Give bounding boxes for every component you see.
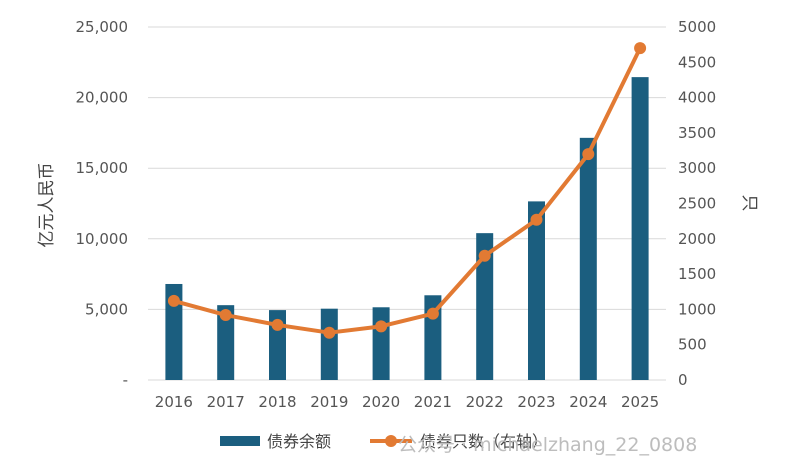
x-tick-label: 2016: [155, 393, 193, 411]
bar: [528, 201, 545, 380]
x-tick-label: 2020: [362, 393, 400, 411]
line-point: [271, 318, 284, 331]
x-tick-label: 2023: [517, 393, 555, 411]
left-tick-label: 25,000: [76, 18, 129, 36]
x-axis-ticks: 2016 2017 2018 2019 2020 2021 2022 2023 2024 2025: [155, 393, 659, 411]
watermark-text: 公众号 · michaelzhang_22_0808: [398, 434, 697, 456]
bar: [631, 77, 649, 380]
left-axis-ticks: - 5,000 10,000 15,000 20,000 25,000: [76, 18, 129, 389]
line-point: [530, 213, 543, 226]
left-tick-label: 20,000: [76, 89, 129, 107]
right-axis-ticks: 0 500 1000 1500 2000 2500 3000 3500 4000 4500 5000: [678, 18, 716, 389]
right-tick-label: 2500: [678, 195, 716, 213]
x-tick-label: 2021: [414, 393, 452, 411]
right-tick-label: 4000: [678, 89, 716, 107]
line-point: [167, 294, 180, 307]
bar: [217, 305, 235, 380]
legend: 债券余额 债券只数（右轴）: [220, 432, 548, 451]
legend-line-marker: [385, 435, 397, 447]
bar: [320, 308, 338, 380]
bar-series: [165, 77, 649, 380]
line-point: [582, 148, 595, 161]
x-tick-label: 2019: [310, 393, 348, 411]
left-tick-label: 10,000: [76, 230, 129, 248]
x-tick-label: 2024: [569, 393, 607, 411]
line-point: [478, 249, 491, 262]
left-tick-label: 5,000: [85, 300, 128, 318]
right-tick-label: 3500: [678, 124, 716, 142]
x-tick-label: 2018: [258, 393, 296, 411]
right-tick-label: 5000: [678, 18, 716, 36]
line-point: [375, 320, 388, 333]
right-tick-label: 2000: [678, 230, 716, 248]
legend-bar-swatch: [220, 436, 260, 446]
x-tick-label: 2022: [466, 393, 504, 411]
x-tick-label: 2017: [207, 393, 245, 411]
right-tick-label: 4500: [678, 53, 716, 71]
left-tick-label: 15,000: [76, 159, 129, 177]
line-point: [219, 309, 232, 322]
bar: [165, 283, 183, 380]
left-axis-title: 亿元人民币: [37, 163, 57, 248]
legend-line-label: 债券只数（右轴）: [420, 432, 548, 451]
right-tick-label: 0: [678, 371, 688, 389]
gridlines: [148, 26, 666, 381]
right-tick-label: 1000: [678, 300, 716, 318]
line-point: [426, 307, 439, 320]
left-tick-label: -: [123, 371, 128, 389]
line-point: [323, 326, 336, 339]
bar: [372, 307, 390, 380]
right-axis-title: 只: [739, 195, 759, 212]
bar: [476, 233, 494, 380]
right-tick-label: 500: [678, 336, 707, 354]
x-tick-label: 2025: [621, 393, 659, 411]
right-tick-label: 1500: [678, 265, 716, 283]
right-tick-label: 3000: [678, 159, 716, 177]
bar: [579, 137, 597, 380]
line-path: [173, 47, 642, 335]
legend-bar-label: 债券余额: [267, 432, 331, 451]
line-point: [634, 42, 647, 55]
line-series: [167, 42, 647, 339]
